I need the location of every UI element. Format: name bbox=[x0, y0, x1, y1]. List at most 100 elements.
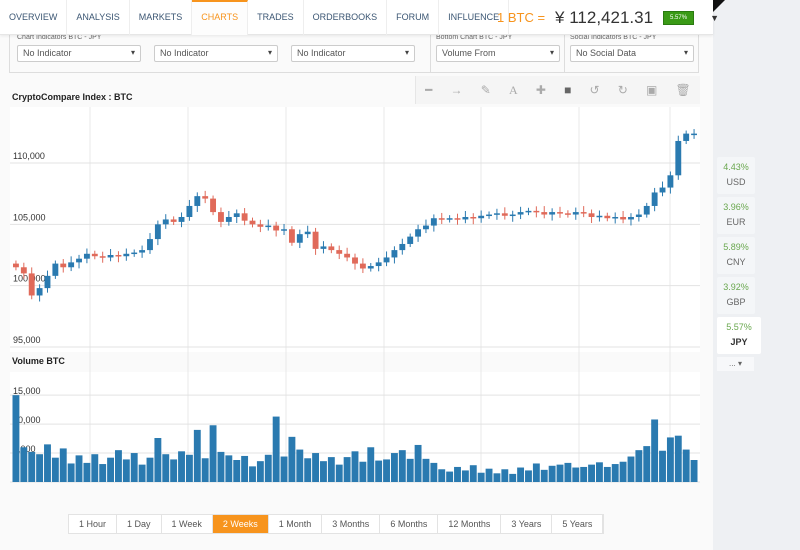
candle bbox=[344, 253, 351, 258]
volume-bar bbox=[595, 462, 603, 482]
currency-usd[interactable]: 4.43% USD bbox=[717, 157, 755, 194]
redo-icon[interactable]: ↻ bbox=[617, 83, 628, 97]
more-currencies-button[interactable]: ... ▾ bbox=[717, 357, 754, 371]
pencil-icon[interactable]: ✎ bbox=[480, 83, 491, 97]
candle bbox=[683, 133, 690, 141]
volume-bar bbox=[75, 455, 83, 482]
candle bbox=[454, 218, 461, 220]
candle bbox=[462, 216, 469, 220]
trash-icon[interactable]: 🗑 bbox=[675, 83, 691, 97]
bottom-chart-title: Bottom Chart BTC - JPY bbox=[436, 34, 513, 41]
volume-bar bbox=[588, 464, 595, 482]
candle bbox=[186, 205, 193, 217]
tab-charts[interactable]: CHARTS bbox=[192, 0, 249, 35]
candle bbox=[493, 213, 500, 215]
candle bbox=[470, 216, 477, 219]
price-tick-label: 95,000 bbox=[13, 335, 41, 345]
arrow-right-icon[interactable]: → bbox=[450, 83, 463, 97]
volume-bar bbox=[67, 463, 75, 482]
currency-code: GBP bbox=[726, 297, 746, 307]
candle bbox=[28, 273, 35, 296]
range-6-months[interactable]: 6 Months bbox=[380, 515, 439, 533]
volume-bar bbox=[674, 435, 682, 482]
volume-bar bbox=[422, 458, 430, 482]
range-3-years[interactable]: 3 Years bbox=[501, 515, 553, 533]
candle bbox=[423, 225, 429, 230]
chart-indicators: Chart Indicators BTC - JPY No Indicator … bbox=[17, 34, 427, 73]
range-5-years[interactable]: 5 Years bbox=[552, 515, 604, 533]
price-tick-label: 105,000 bbox=[13, 212, 46, 222]
candle bbox=[691, 133, 697, 136]
volume-bar bbox=[241, 455, 249, 482]
bottom-chart: Bottom Chart BTC - JPY Volume From bbox=[430, 34, 564, 73]
volume-bar bbox=[406, 458, 414, 482]
candle bbox=[635, 214, 642, 217]
volume-bar bbox=[327, 457, 335, 482]
volume-bar bbox=[461, 470, 469, 482]
save-icon[interactable]: ▣ bbox=[646, 83, 658, 97]
volume-bar bbox=[209, 425, 217, 482]
square-icon[interactable]: ■ bbox=[564, 83, 572, 97]
candle bbox=[52, 263, 59, 276]
tab-influence[interactable]: INFLUENCE bbox=[439, 0, 510, 35]
social-select[interactable]: No Social Data bbox=[570, 45, 694, 62]
tab-markets[interactable]: MARKETS bbox=[130, 0, 193, 35]
candle bbox=[241, 213, 248, 221]
range-1-week[interactable]: 1 Week bbox=[162, 515, 213, 533]
candle bbox=[265, 225, 272, 228]
candle bbox=[375, 262, 382, 267]
range-1-hour[interactable]: 1 Hour bbox=[69, 515, 118, 533]
volume-bar bbox=[446, 471, 454, 482]
candle bbox=[36, 288, 43, 296]
candle bbox=[202, 196, 209, 199]
chart-title: CryptoCompare Index : BTC bbox=[12, 92, 133, 102]
indicator-box: Chart Indicators BTC - JPY No Indicator … bbox=[9, 34, 699, 73]
candle bbox=[320, 246, 327, 249]
minus-icon[interactable]: ━ bbox=[425, 83, 433, 97]
currency-code: USD bbox=[726, 177, 746, 187]
candle bbox=[312, 231, 319, 249]
bottom-chart-select[interactable]: Volume From bbox=[436, 45, 560, 62]
price-volume-chart[interactable]: Jan 20Jan 22Jan 24Jan 26Jan 28Jan 30Feb9… bbox=[10, 107, 700, 487]
candle bbox=[336, 250, 343, 254]
currency-change: 5.89% bbox=[723, 242, 749, 252]
candle bbox=[383, 257, 390, 263]
tab-orderbooks[interactable]: ORDERBOOKS bbox=[304, 0, 388, 35]
volume-bar bbox=[548, 465, 556, 482]
candle bbox=[580, 212, 587, 214]
volume-bar bbox=[233, 460, 241, 482]
candle bbox=[549, 212, 556, 215]
volume-bar bbox=[627, 456, 635, 482]
corner-marker bbox=[713, 0, 725, 12]
range-2-weeks[interactable]: 2 Weeks bbox=[212, 515, 269, 533]
undo-icon[interactable]: ↺ bbox=[589, 83, 600, 97]
indicator-select-3[interactable]: No Indicator bbox=[291, 45, 415, 62]
candle bbox=[60, 263, 67, 268]
volume-tick-label: 10,000 bbox=[13, 415, 41, 425]
text-icon[interactable]: A bbox=[508, 82, 518, 97]
volume-bar bbox=[264, 454, 272, 482]
top-nav: OVERVIEW ANALYSIS MARKETS CHARTS TRADES ORDER… bbox=[0, 0, 713, 35]
volume-bar bbox=[146, 457, 154, 482]
currency-jpy[interactable]: 5.57% JPY bbox=[717, 317, 761, 354]
currency-cny[interactable]: 5.89% CNY bbox=[717, 237, 755, 274]
currency-gbp[interactable]: 3.92% GBP bbox=[717, 277, 755, 314]
indicator-select-2[interactable]: No Indicator bbox=[154, 45, 278, 62]
tab-trades[interactable]: TRADES bbox=[248, 0, 304, 35]
tab-forum[interactable]: FORUM bbox=[387, 0, 440, 35]
range-3-months[interactable]: 3 Months bbox=[322, 515, 381, 533]
range-1-month[interactable]: 1 Month bbox=[269, 515, 323, 533]
tab-analysis[interactable]: ANALYSIS bbox=[67, 0, 130, 35]
volume-bar bbox=[36, 454, 44, 482]
range-12-months[interactable]: 12 Months bbox=[438, 515, 502, 533]
volume-bar bbox=[312, 453, 320, 482]
chevron-down-icon[interactable]: ▼ bbox=[710, 12, 719, 23]
volume-bar bbox=[51, 457, 59, 482]
tab-overview[interactable]: OVERVIEW bbox=[0, 0, 68, 35]
chart-indicators-title: Chart Indicators BTC - JPY bbox=[17, 34, 102, 41]
plus-icon[interactable]: ✚ bbox=[535, 83, 546, 97]
indicator-select-1[interactable]: No Indicator bbox=[17, 45, 141, 62]
currency-eur[interactable]: 3.96% EUR bbox=[717, 197, 755, 234]
candle bbox=[123, 253, 130, 257]
range-1-day[interactable]: 1 Day bbox=[117, 515, 162, 533]
